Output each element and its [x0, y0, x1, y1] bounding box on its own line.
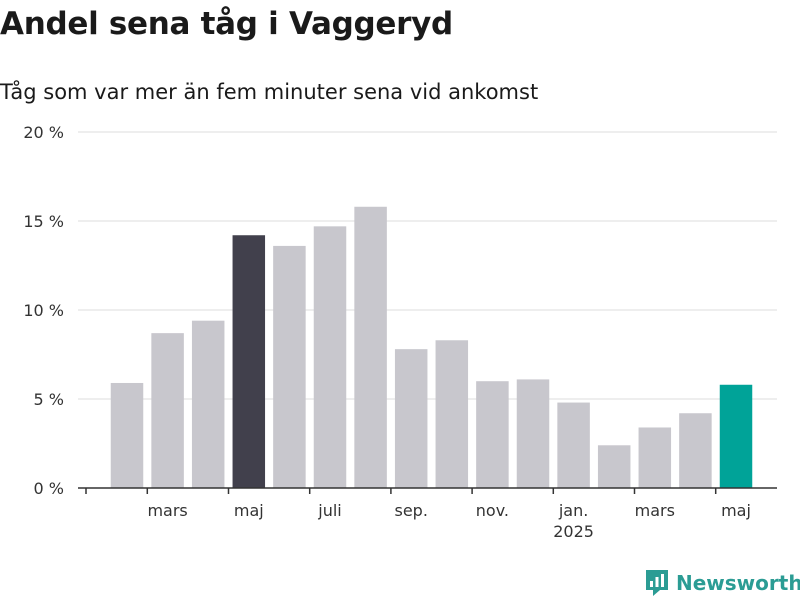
- x-tick-year-label: 2025: [553, 522, 594, 541]
- bar-2024-03: [151, 333, 184, 488]
- bar-2025-02: [597, 445, 631, 488]
- brand-name: Newsworthy: [676, 571, 800, 595]
- bar-2024-12: [516, 379, 550, 488]
- brand-logo: Newsworthy: [644, 568, 800, 598]
- bar-2024-07: [313, 226, 347, 488]
- bar-2024-11: [476, 381, 509, 488]
- x-tick-label: mars: [147, 501, 187, 520]
- bar-2024-06: [273, 245, 306, 488]
- x-tick-label: maj: [721, 501, 751, 520]
- x-tick-label: juli: [317, 501, 341, 520]
- x-tick-label: maj: [234, 501, 264, 520]
- bar-2024-02: [110, 382, 144, 488]
- x-tick-label: mars: [635, 501, 675, 520]
- y-tick-label: 0 %: [34, 479, 64, 498]
- x-tick-label: nov.: [476, 501, 509, 520]
- newsworthy-logo-icon: [646, 570, 668, 596]
- x-tick-label: sep.: [394, 501, 427, 520]
- bar-2025-01: [557, 402, 590, 488]
- x-tick-label: jan.: [558, 501, 588, 520]
- chart-subtitle: Tåg som var mer än fem minuter sena vid …: [0, 80, 539, 104]
- bar-2024-04: [191, 320, 225, 488]
- y-tick-label: 10 %: [23, 301, 64, 320]
- bar-2024-05: [232, 235, 266, 488]
- bar-2024-10: [435, 340, 469, 488]
- y-tick-label: 5 %: [34, 390, 64, 409]
- bar-2025-03: [638, 427, 672, 488]
- y-tick-label: 20 %: [23, 123, 64, 142]
- chart-title: Andel sena tåg i Vaggeryd: [0, 6, 453, 42]
- bar-2025-05: [719, 384, 753, 488]
- bar-2024-09: [394, 349, 428, 488]
- y-tick-label: 15 %: [23, 212, 64, 231]
- bar-2024-08: [354, 206, 387, 488]
- bar-2025-04: [679, 413, 712, 488]
- bar-chart: 0 % 5 % 10 % 15 % 20 % mars maj juli sep. nov. jan…: [23, 123, 777, 541]
